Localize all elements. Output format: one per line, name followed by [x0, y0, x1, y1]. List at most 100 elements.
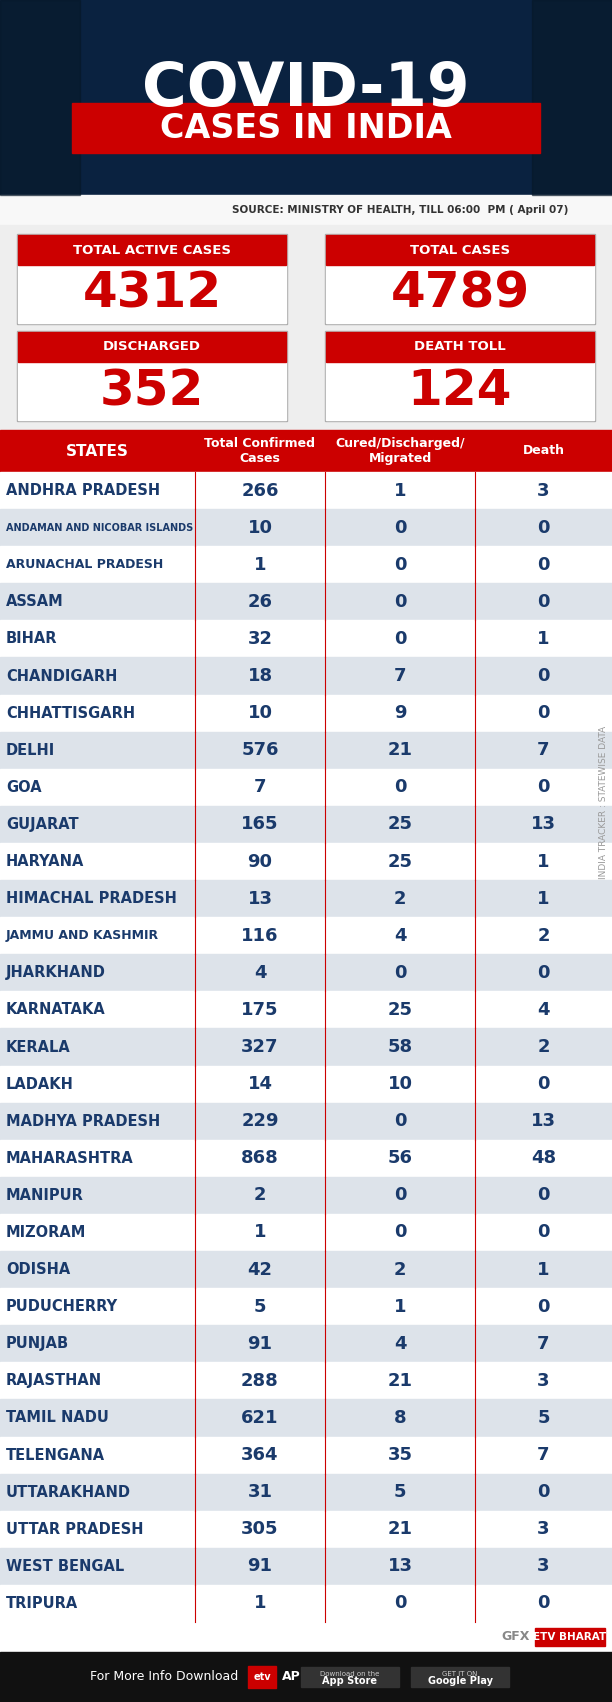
Bar: [0, 769, 612, 805]
Text: 0: 0: [537, 519, 550, 536]
Bar: [300, 1666, 400, 1688]
Bar: [0, 1251, 612, 1288]
Bar: [0, 621, 612, 657]
Bar: [0, 1028, 612, 1065]
Text: 2: 2: [537, 926, 550, 945]
Text: 3: 3: [537, 482, 550, 500]
Text: STATES: STATES: [66, 444, 129, 458]
Text: 2: 2: [537, 1038, 550, 1055]
Bar: [18, 235, 286, 323]
Text: TOTAL CASES: TOTAL CASES: [410, 243, 510, 257]
Bar: [325, 330, 595, 420]
Text: COVID-19: COVID-19: [142, 60, 470, 119]
Text: ARUNACHAL PRADESH: ARUNACHAL PRADESH: [6, 558, 163, 572]
Text: DISCHARGED: DISCHARGED: [103, 340, 201, 354]
Text: 4: 4: [394, 926, 406, 945]
Text: 56: 56: [387, 1149, 412, 1168]
Bar: [0, 1399, 612, 1436]
Bar: [18, 332, 286, 420]
Text: MANIPUR: MANIPUR: [6, 1188, 84, 1203]
Text: TELENGANA: TELENGANA: [6, 1448, 105, 1462]
Bar: [325, 233, 595, 323]
Text: 0: 0: [394, 1595, 406, 1612]
Text: 7: 7: [537, 742, 550, 759]
Text: 0: 0: [394, 778, 406, 797]
Text: 1: 1: [537, 1261, 550, 1278]
Text: 9: 9: [394, 705, 406, 722]
Text: 1: 1: [537, 890, 550, 907]
Text: 1: 1: [394, 482, 406, 500]
Text: 0: 0: [537, 1186, 550, 1205]
Bar: [532, 0, 612, 196]
Text: 21: 21: [387, 1372, 412, 1391]
Text: 1: 1: [537, 853, 550, 870]
Text: App Store: App Store: [323, 1676, 378, 1687]
Text: 0: 0: [537, 1076, 550, 1093]
Text: 26: 26: [247, 592, 272, 611]
Text: 576: 576: [241, 742, 278, 759]
Bar: [0, 1288, 612, 1326]
Bar: [0, 657, 612, 694]
Bar: [0, 1176, 612, 1214]
Bar: [0, 431, 612, 471]
Text: 352: 352: [100, 368, 204, 415]
Text: 165: 165: [241, 815, 278, 834]
Text: 175: 175: [241, 1001, 278, 1019]
Text: UTTAR PRADESH: UTTAR PRADESH: [6, 1522, 143, 1537]
Text: 90: 90: [247, 853, 272, 870]
Text: SOURCE: MINISTRY OF HEALTH, TILL 06:00  PM ( April 07): SOURCE: MINISTRY OF HEALTH, TILL 06:00 P…: [232, 204, 568, 214]
Bar: [72, 104, 540, 153]
Text: 266: 266: [241, 482, 278, 500]
Bar: [0, 0, 612, 196]
Text: MAHARASHTRA: MAHARASHTRA: [6, 1151, 134, 1166]
Text: GUJARAT: GUJARAT: [6, 817, 78, 832]
Text: 0: 0: [394, 1224, 406, 1241]
Bar: [0, 196, 612, 225]
Text: 32: 32: [247, 630, 272, 648]
Text: 13: 13: [387, 1557, 412, 1576]
Bar: [0, 1653, 612, 1702]
Text: 0: 0: [537, 667, 550, 684]
Text: 229: 229: [241, 1111, 278, 1130]
Text: 4: 4: [394, 1334, 406, 1353]
Text: GFX: GFX: [502, 1631, 530, 1644]
Text: 0: 0: [394, 519, 406, 536]
Text: JHARKHAND: JHARKHAND: [6, 965, 106, 980]
Text: PUNJAB: PUNJAB: [6, 1336, 69, 1351]
Text: 0: 0: [394, 592, 406, 611]
Bar: [0, 991, 612, 1028]
Text: ANDHRA PRADESH: ANDHRA PRADESH: [6, 483, 160, 499]
Text: RAJASTHAN: RAJASTHAN: [6, 1374, 102, 1389]
Bar: [0, 1103, 612, 1140]
Text: 7: 7: [394, 667, 406, 684]
Bar: [18, 235, 286, 266]
Text: CASES IN INDIA: CASES IN INDIA: [160, 112, 452, 145]
Bar: [0, 805, 612, 842]
Bar: [535, 1629, 605, 1646]
Text: ODISHA: ODISHA: [6, 1263, 70, 1276]
Bar: [0, 880, 612, 917]
Text: 1: 1: [254, 1224, 266, 1241]
Bar: [0, 471, 612, 509]
Text: KARNATAKA: KARNATAKA: [6, 1002, 106, 1018]
Text: JAMMU AND KASHMIR: JAMMU AND KASHMIR: [6, 929, 159, 943]
Text: 25: 25: [387, 853, 412, 870]
Text: WEST BENGAL: WEST BENGAL: [6, 1559, 124, 1574]
Text: 18: 18: [247, 667, 272, 684]
Text: 364: 364: [241, 1447, 278, 1464]
Text: 1: 1: [254, 1595, 266, 1612]
Text: 124: 124: [408, 368, 512, 415]
Bar: [326, 332, 594, 363]
Text: 58: 58: [387, 1038, 412, 1055]
Bar: [248, 1666, 276, 1688]
Text: etv: etv: [253, 1671, 271, 1682]
Bar: [0, 584, 612, 621]
Bar: [0, 694, 612, 732]
Text: 0: 0: [537, 963, 550, 982]
Text: 0: 0: [537, 1297, 550, 1316]
Text: 7: 7: [537, 1447, 550, 1464]
Text: PUDUCHERRY: PUDUCHERRY: [6, 1299, 118, 1314]
Text: 5: 5: [394, 1482, 406, 1501]
Text: LADAKH: LADAKH: [6, 1077, 74, 1091]
Text: 3: 3: [537, 1557, 550, 1576]
